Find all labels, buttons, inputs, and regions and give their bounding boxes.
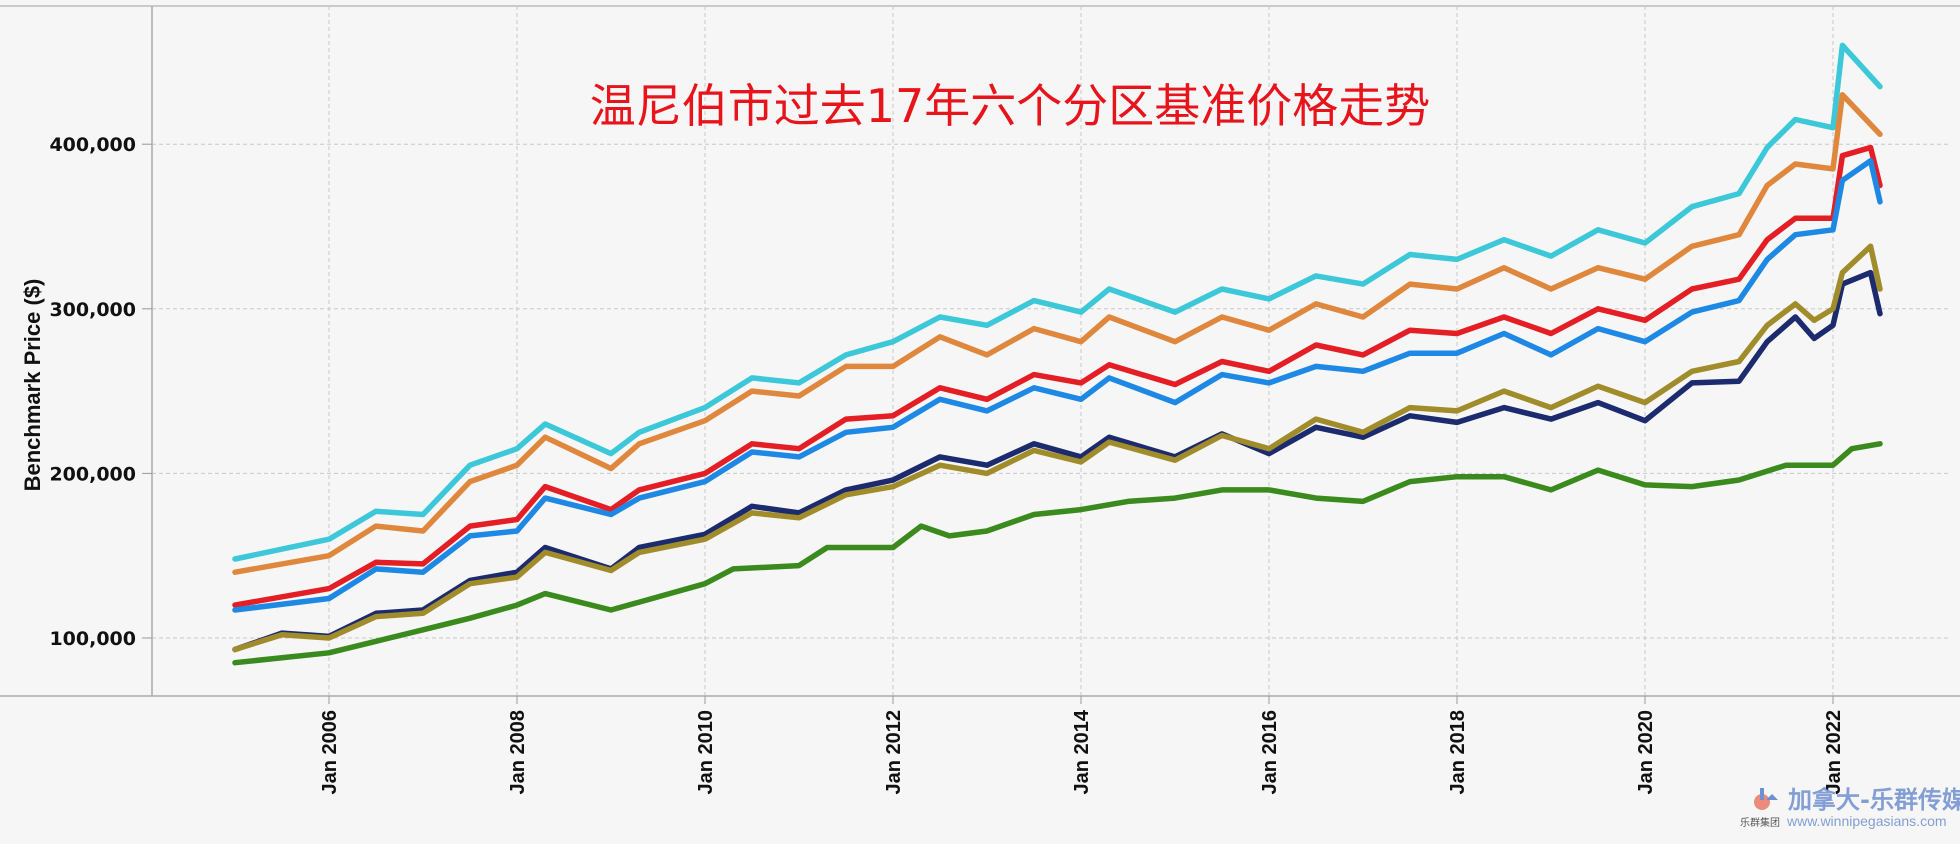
x-tick-label: Jan 2006 <box>319 710 341 795</box>
series-cyan-line <box>232 42 1883 562</box>
watermark-logo-text: 乐群集团 <box>1740 816 1780 829</box>
watermark-url: www.winnipegasians.com <box>1786 813 1947 829</box>
y-axis-ticks: 100,000 200,000 300,000 400,000 <box>49 134 152 650</box>
series-red-line <box>232 144 1883 608</box>
x-axis-ticks: Jan 2006 Jan 2008 Jan 2010 Jan 2012 Jan 2014… <box>319 696 1845 795</box>
watermark-brand: 加拿大-乐群传媒 <box>1788 786 1960 814</box>
series-navy-line <box>232 269 1883 653</box>
series-lines <box>232 42 1883 666</box>
x-tick-label: Jan 2016 <box>1259 710 1281 795</box>
chart-title: 温尼伯市过去17年六个分区基准价格走势 <box>590 79 1431 133</box>
y-axis-label: Benchmark Price ($) <box>20 279 45 492</box>
x-tick-label: Jan 2018 <box>1447 710 1469 795</box>
x-tick-label: Jan 2022 <box>1823 710 1845 795</box>
x-tick-label: Jan 2010 <box>695 710 717 795</box>
watermark-logo-icon <box>1754 788 1778 810</box>
watermark: 乐群集团 加拿大-乐群传媒 www.winnipegasians.com <box>1740 786 1960 829</box>
y-tick-label: 200,000 <box>49 463 136 485</box>
series-green-line <box>232 441 1883 666</box>
y-tick-label: 300,000 <box>49 299 136 321</box>
series-blue-line <box>232 157 1883 613</box>
y-tick-label: 400,000 <box>49 134 136 156</box>
y-tick-label: 100,000 <box>49 628 136 650</box>
x-tick-label: Jan 2012 <box>883 710 905 795</box>
series-orange-line <box>232 92 1883 575</box>
x-tick-label: Jan 2014 <box>1071 709 1093 794</box>
x-tick-label: Jan 2020 <box>1635 710 1657 795</box>
x-tick-label: Jan 2008 <box>507 710 529 795</box>
series-olive-line <box>232 243 1883 653</box>
